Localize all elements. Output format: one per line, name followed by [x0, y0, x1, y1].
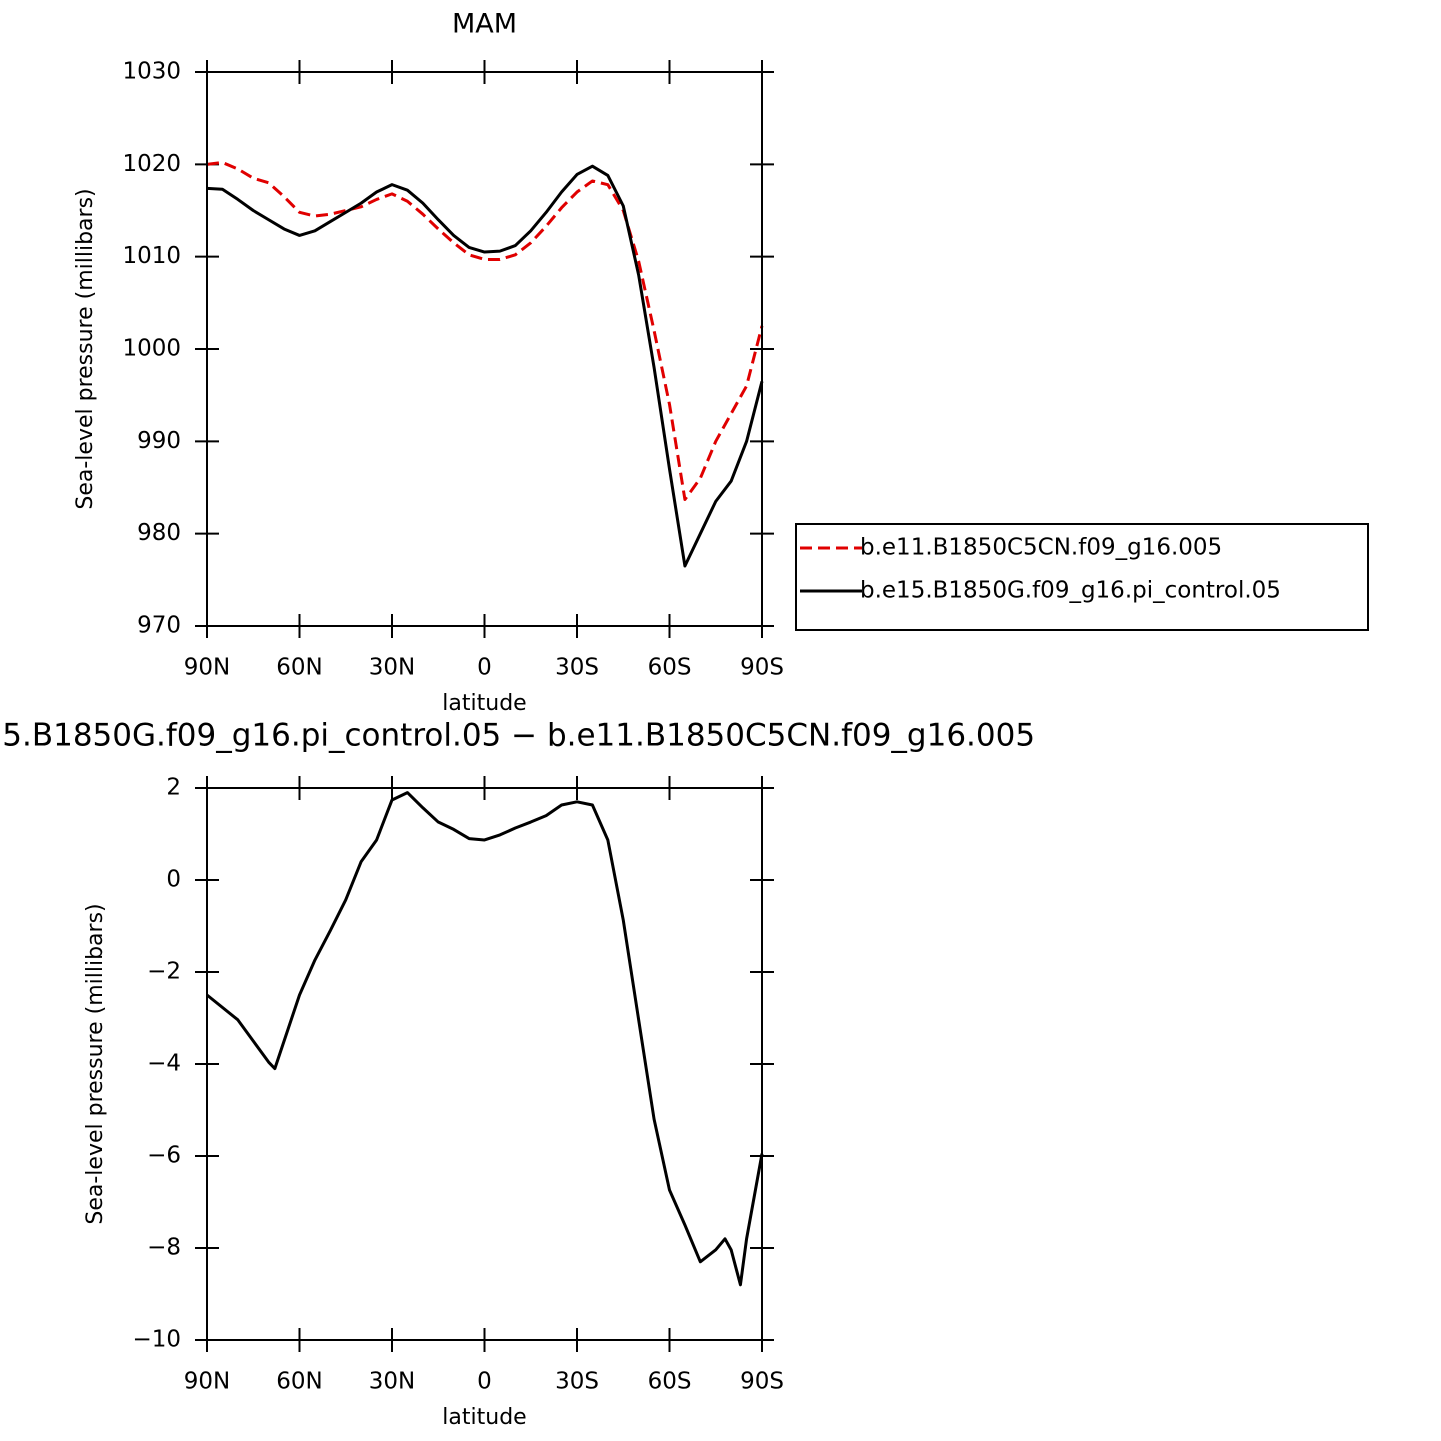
y-tick-label: −4 — [147, 1051, 181, 1077]
plot-frame — [206, 71, 763, 627]
y-tick-label: 970 — [137, 613, 181, 639]
x-axis-label: latitude — [442, 1405, 526, 1430]
y-axis-label: Sea-level pressure (millibars) — [83, 903, 108, 1224]
chart-title: b.e15.B1850G.f09_g16.pi_control.05 − b.e… — [0, 718, 1035, 754]
y-tick-label: 1020 — [122, 151, 181, 177]
x-tick-label: 60N — [276, 1369, 322, 1395]
y-tick-label: 1010 — [122, 243, 181, 269]
y-tick-label: −10 — [132, 1327, 181, 1353]
x-tick-label: 90N — [184, 655, 230, 681]
legend-box — [795, 523, 1369, 631]
x-tick-label: 60S — [648, 655, 692, 681]
y-tick-label: 2 — [166, 775, 181, 801]
x-axis-label: latitude — [442, 691, 526, 716]
y-tick-label: 1030 — [122, 59, 181, 85]
x-tick-label: 60N — [276, 655, 322, 681]
y-tick-label: 1000 — [122, 336, 181, 362]
y-tick-label: −8 — [147, 1235, 181, 1261]
chart-title: MAM — [452, 9, 517, 40]
x-tick-label: 90S — [740, 1369, 784, 1395]
legend-label: b.e15.B1850G.f09_g16.pi_control.05 — [860, 578, 1281, 604]
legend-label: b.e11.B1850C5CN.f09_g16.005 — [860, 535, 1222, 561]
data-line — [206, 791, 764, 1287]
data-line — [206, 160, 764, 501]
x-tick-label: 30N — [369, 655, 415, 681]
y-tick-label: 990 — [137, 428, 181, 454]
x-tick-label: 30S — [555, 1369, 599, 1395]
data-line — [206, 164, 764, 568]
y-tick-label: −6 — [147, 1143, 181, 1169]
y-tick-label: 0 — [166, 867, 181, 893]
x-tick-label: 0 — [477, 1369, 492, 1395]
x-tick-label: 0 — [477, 655, 492, 681]
y-axis-label: Sea-level pressure (millibars) — [73, 188, 98, 509]
x-tick-label: 90S — [740, 655, 784, 681]
x-tick-label: 90N — [184, 1369, 230, 1395]
plot-frame — [206, 787, 763, 1341]
x-tick-label: 60S — [648, 1369, 692, 1395]
y-tick-label: 980 — [137, 520, 181, 546]
x-tick-label: 30S — [555, 655, 599, 681]
y-tick-label: −2 — [147, 959, 181, 985]
x-tick-label: 30N — [369, 1369, 415, 1395]
